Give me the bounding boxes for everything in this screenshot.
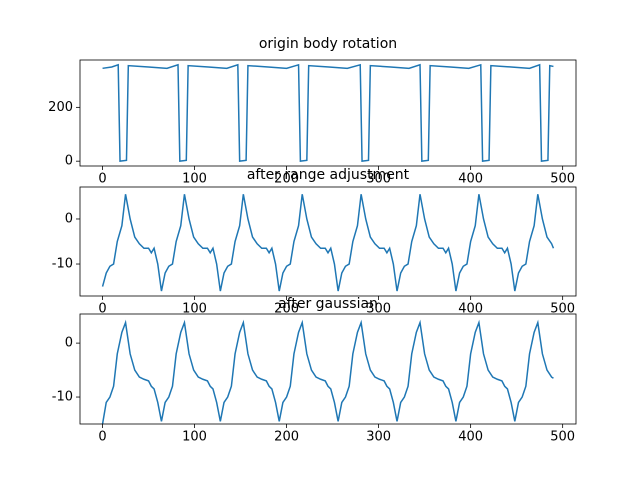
x-tick-label: 0	[98, 172, 106, 187]
x-tick-label: 400	[458, 302, 483, 317]
axes-frame	[79, 59, 577, 167]
chart-title: after range adjustment	[247, 167, 410, 183]
data-line	[102, 63, 554, 163]
x-tick-label: 500	[550, 430, 575, 445]
x-tick-label: 300	[366, 430, 391, 445]
data-line	[101, 319, 554, 425]
x-tick-label: 100	[182, 302, 207, 317]
x-tick-label: 400	[458, 172, 483, 187]
chart-title: after gaussian	[278, 296, 378, 312]
x-tick-label: 100	[182, 172, 207, 187]
y-tick-label: 0	[65, 154, 73, 169]
axes-frame	[79, 313, 577, 425]
y-tick-label: 0	[65, 211, 73, 226]
x-tick-label: 500	[550, 172, 575, 187]
x-tick-label: 0	[98, 430, 106, 445]
x-tick-label: 300	[366, 172, 391, 187]
x-tick-label: 500	[550, 302, 575, 317]
x-tick-label: 200	[274, 172, 299, 187]
y-tick-label: 0	[65, 336, 73, 351]
x-tick-label: 100	[182, 430, 207, 445]
data-line	[101, 194, 555, 292]
axes-frame	[79, 186, 577, 297]
x-tick-label: 0	[98, 302, 106, 317]
x-tick-label: 300	[366, 302, 391, 317]
x-tick-label: 200	[274, 302, 299, 317]
x-tick-label: 200	[274, 430, 299, 445]
y-tick-label: -10	[52, 390, 73, 405]
chart-title: origin body rotation	[259, 36, 397, 52]
x-tick-label: 400	[458, 430, 483, 445]
y-tick-label: 200	[48, 100, 73, 115]
y-tick-label: -10	[52, 257, 73, 272]
